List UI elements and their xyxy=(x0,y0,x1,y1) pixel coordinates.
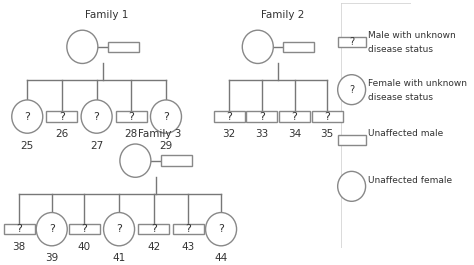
Ellipse shape xyxy=(12,100,43,133)
FancyBboxPatch shape xyxy=(138,224,169,234)
Text: Family 3: Family 3 xyxy=(138,129,182,139)
Ellipse shape xyxy=(242,30,273,64)
FancyBboxPatch shape xyxy=(69,224,100,234)
Text: ?: ? xyxy=(218,224,224,234)
Text: ?: ? xyxy=(259,112,265,122)
FancyBboxPatch shape xyxy=(337,37,365,47)
Text: 41: 41 xyxy=(112,253,126,263)
Text: 38: 38 xyxy=(12,242,26,252)
Text: 40: 40 xyxy=(78,242,91,252)
FancyBboxPatch shape xyxy=(279,111,310,122)
Text: ?: ? xyxy=(292,112,298,122)
Text: 29: 29 xyxy=(159,140,173,151)
Text: ?: ? xyxy=(16,224,22,234)
Text: Unaffected female: Unaffected female xyxy=(368,176,452,185)
Text: Unaffected male: Unaffected male xyxy=(368,129,443,138)
Text: ?: ? xyxy=(226,112,232,122)
Text: disease status: disease status xyxy=(368,45,433,54)
Ellipse shape xyxy=(36,213,67,246)
Text: 32: 32 xyxy=(223,129,236,139)
Ellipse shape xyxy=(120,144,151,177)
Text: 25: 25 xyxy=(21,140,34,151)
FancyBboxPatch shape xyxy=(161,156,191,166)
Ellipse shape xyxy=(337,171,365,201)
Text: ?: ? xyxy=(94,112,100,122)
Text: ?: ? xyxy=(349,85,354,95)
Text: 27: 27 xyxy=(90,140,103,151)
Ellipse shape xyxy=(337,75,365,105)
Text: ?: ? xyxy=(349,37,354,47)
FancyBboxPatch shape xyxy=(116,111,147,122)
Text: ?: ? xyxy=(185,224,191,234)
Text: 39: 39 xyxy=(45,253,58,263)
Text: ?: ? xyxy=(24,112,30,122)
Text: 28: 28 xyxy=(125,129,138,139)
FancyBboxPatch shape xyxy=(283,42,314,52)
Text: ?: ? xyxy=(82,224,87,234)
Text: ?: ? xyxy=(59,112,65,122)
FancyBboxPatch shape xyxy=(311,111,343,122)
FancyBboxPatch shape xyxy=(108,42,139,52)
Text: 42: 42 xyxy=(147,242,160,252)
Ellipse shape xyxy=(150,100,182,133)
FancyBboxPatch shape xyxy=(337,135,365,144)
Text: Female with unknown: Female with unknown xyxy=(368,79,467,88)
FancyBboxPatch shape xyxy=(46,111,77,122)
Ellipse shape xyxy=(206,213,237,246)
Text: ?: ? xyxy=(163,112,169,122)
FancyBboxPatch shape xyxy=(4,224,35,234)
Ellipse shape xyxy=(67,30,98,64)
Text: 34: 34 xyxy=(288,129,301,139)
Text: 43: 43 xyxy=(182,242,195,252)
Ellipse shape xyxy=(81,100,112,133)
Text: disease status: disease status xyxy=(368,92,433,101)
FancyBboxPatch shape xyxy=(173,224,204,234)
Text: ?: ? xyxy=(49,224,55,234)
Text: ?: ? xyxy=(324,112,330,122)
Text: ?: ? xyxy=(128,112,134,122)
Text: 44: 44 xyxy=(214,253,228,263)
Text: ?: ? xyxy=(151,224,157,234)
Text: 26: 26 xyxy=(55,129,69,139)
Text: ?: ? xyxy=(116,224,122,234)
Text: 33: 33 xyxy=(255,129,268,139)
Text: Family 2: Family 2 xyxy=(261,10,304,20)
Text: 35: 35 xyxy=(320,129,334,139)
Text: Male with unknown: Male with unknown xyxy=(368,31,456,40)
FancyBboxPatch shape xyxy=(246,111,277,122)
Ellipse shape xyxy=(103,213,135,246)
FancyBboxPatch shape xyxy=(214,111,245,122)
Text: Family 1: Family 1 xyxy=(85,10,128,20)
